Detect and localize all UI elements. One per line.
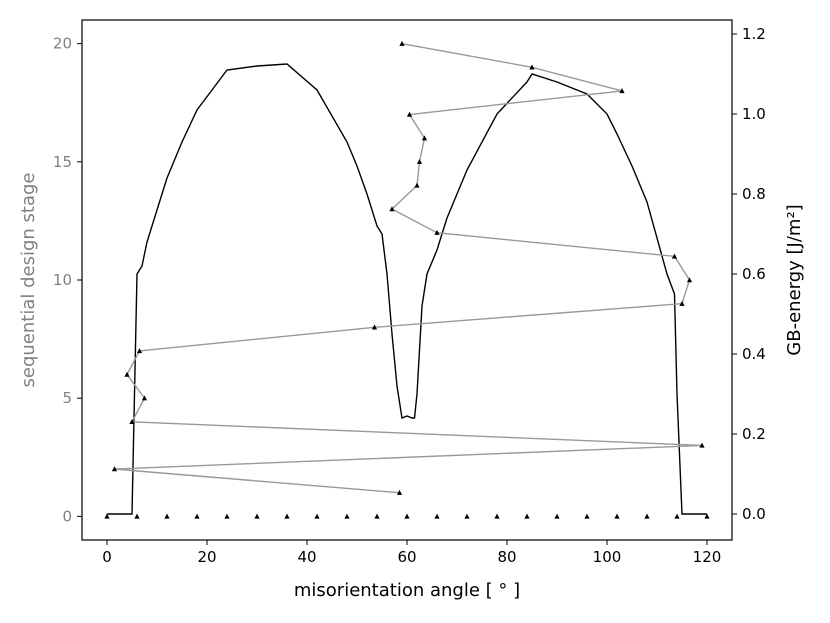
initial-sample-point	[284, 513, 290, 519]
design-stage-point	[529, 64, 535, 70]
y-left-tick-label: 0	[62, 507, 72, 525]
design-stage-point	[434, 229, 440, 235]
y-left-tick-label: 20	[53, 35, 72, 53]
initial-sample-point	[134, 513, 140, 519]
plot-area	[104, 40, 710, 519]
y-axis-label-left: sequential design stage	[18, 173, 39, 388]
y-right-tick-label: 0.4	[742, 345, 766, 363]
design-stage-point	[141, 395, 148, 401]
initial-sample-point	[374, 513, 380, 519]
design-stage-point	[671, 253, 678, 259]
initial-sample-point	[224, 513, 230, 519]
y-ticks-right: 0.0 0.2 0.4 0.6 0.8 1.0 1.2	[732, 25, 766, 523]
x-tick-label: 20	[197, 548, 216, 566]
design-stage-point	[699, 442, 705, 448]
initial-sample-point	[194, 513, 200, 519]
design-stage-point	[396, 489, 403, 495]
y-right-tick-label: 0.8	[742, 185, 766, 203]
plot-frame	[81, 19, 733, 541]
gb-energy-line	[107, 63, 707, 515]
initial-sample-point	[404, 513, 410, 519]
initial-sample-point	[344, 513, 350, 519]
x-axis-label: misorientation angle [ ° ]	[294, 580, 520, 601]
y-right-tick-label: 0.6	[742, 265, 766, 283]
design-stage-point	[136, 348, 143, 354]
x-tick-label: 40	[297, 548, 316, 566]
y-ticks-left: 0 5 10 15 20	[53, 35, 82, 525]
design-stage-point	[416, 159, 423, 165]
x-ticks: 0 20 40 60 80 100 120	[102, 540, 721, 566]
y-right-tick-label: 0.2	[742, 425, 766, 443]
x-tick-label: 0	[102, 548, 112, 566]
design-stage-point	[129, 419, 135, 425]
design-stage-path	[114, 42, 703, 494]
design-stage-point	[406, 111, 413, 117]
initial-sample-point	[314, 513, 320, 519]
x-tick-label: 60	[397, 548, 416, 566]
design-stage-point	[371, 324, 378, 330]
design-stage-point	[124, 371, 130, 377]
y-axis-label-right: GB-energy [J/m²]	[784, 204, 805, 355]
x-tick-label: 80	[497, 548, 516, 566]
y-left-tick-label: 10	[53, 271, 72, 289]
initial-sample-point	[644, 513, 650, 519]
initial-sample-point	[524, 513, 530, 519]
initial-sample-point	[554, 513, 560, 519]
design-stage-point	[399, 40, 405, 46]
initial-sample-point	[164, 513, 170, 519]
y-right-tick-label: 1.2	[742, 25, 766, 43]
initial-sample-point	[704, 513, 710, 519]
initial-sample-point	[104, 513, 110, 519]
design-stage-point	[686, 277, 693, 283]
y-right-tick-label: 0.0	[742, 505, 766, 523]
y-right-tick-label: 1.0	[742, 105, 766, 123]
y-left-tick-label: 5	[62, 389, 72, 407]
initial-sample-point	[614, 513, 620, 519]
initial-sample-point	[584, 513, 590, 519]
x-tick-label: 120	[693, 548, 722, 566]
design-stage-point	[679, 300, 685, 306]
initial-sample-point	[674, 513, 680, 519]
x-tick-label: 100	[593, 548, 622, 566]
initial-sample-point	[254, 513, 260, 519]
design-stage-point	[414, 182, 420, 188]
design-stage-point	[421, 135, 428, 141]
design-stage-point	[389, 206, 395, 212]
initial-sample-point	[464, 513, 470, 519]
y-left-tick-label: 15	[53, 153, 72, 171]
initial-sample-point	[494, 513, 500, 519]
design-stage-point	[111, 466, 118, 472]
initial-sample-point	[434, 513, 440, 519]
design-stage-point	[619, 88, 625, 94]
